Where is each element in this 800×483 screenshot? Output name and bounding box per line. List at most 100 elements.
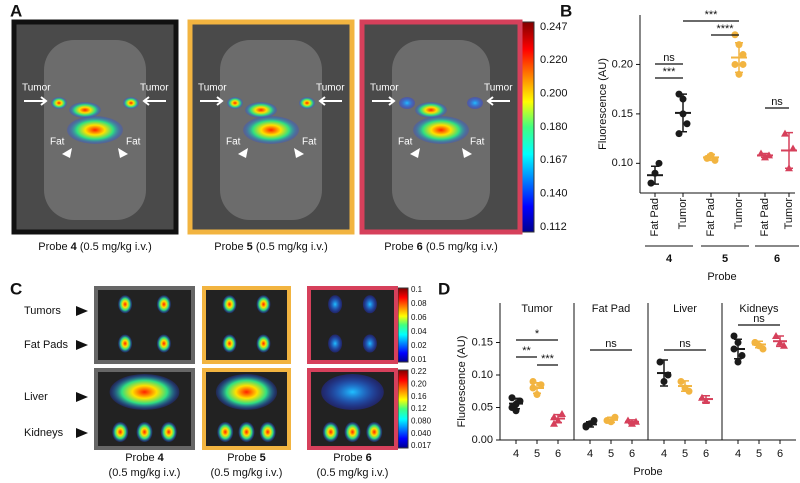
- organ: [118, 295, 133, 314]
- colorbar-tick-label: 0.200: [540, 88, 568, 100]
- panel-label: B: [560, 1, 572, 20]
- error-bar: [628, 419, 636, 425]
- image-label: Fat: [302, 137, 317, 148]
- organ: [362, 334, 377, 353]
- colorbar-tick-label: 0.01: [411, 355, 427, 364]
- colorbar-tick-label: 0.080: [411, 416, 432, 425]
- y-tick-label: 0.05: [472, 401, 493, 413]
- caption-number: 5: [260, 452, 266, 464]
- caption-text: (0.5 mg/kg i.v.): [253, 241, 328, 253]
- x-tick-label: Fat Pad: [705, 198, 717, 237]
- image-label: Tumor: [140, 83, 169, 94]
- arrowhead: [410, 148, 420, 158]
- data-point: [655, 159, 663, 167]
- error-bar: [660, 359, 668, 387]
- image-label: Fat: [226, 137, 241, 148]
- colorbar: [521, 21, 535, 233]
- error-bar: [702, 395, 710, 404]
- caption-number: 5: [247, 241, 253, 253]
- significance-label: ***: [541, 353, 555, 365]
- error-bar: [512, 397, 520, 410]
- caption: Probe 5 (0.5 mg/kg i.v.): [214, 241, 328, 253]
- y-axis-label: Fluorescence (AU): [597, 58, 609, 150]
- group-label: 5: [722, 253, 728, 265]
- organ: [215, 374, 278, 410]
- organ: [160, 422, 177, 442]
- colorbar-tick-label: 0.112: [540, 221, 567, 233]
- row-label: Kidneys: [24, 427, 64, 439]
- colorbar-tick-label: 0.140: [540, 188, 568, 200]
- colorbar: [397, 369, 409, 449]
- data-point: [582, 422, 590, 430]
- data-point: [734, 358, 742, 366]
- panel-label: D: [438, 279, 450, 298]
- organ: [156, 295, 171, 314]
- significance-label: ns: [679, 338, 691, 350]
- arrowhead: [76, 340, 88, 350]
- arrowhead: [118, 148, 128, 158]
- organ: [322, 422, 339, 442]
- significance-label: ***: [705, 9, 719, 21]
- significance-label: ***: [663, 66, 677, 78]
- y-axis-label: Fluorescence (AU): [456, 336, 468, 428]
- caption-text: Probe: [333, 452, 365, 464]
- x-tick-label: Tumor: [733, 198, 745, 230]
- arrowhead: [76, 306, 88, 316]
- colorbar-tick-label: 0.02: [411, 341, 427, 350]
- significance-label: ns: [605, 338, 617, 350]
- organ: [344, 422, 361, 442]
- image-frame: [307, 286, 398, 364]
- x-tick-label: 4: [661, 448, 667, 460]
- colorbar-tick-label: 0.06: [411, 313, 427, 322]
- caption: (0.5 mg/kg i.v.): [211, 467, 283, 479]
- error-bar: [651, 165, 659, 185]
- group-label: 6: [774, 253, 780, 265]
- caption: Probe 5: [227, 452, 266, 464]
- organ: [112, 422, 129, 442]
- caption-number: 4: [71, 241, 78, 253]
- data-point: [730, 332, 738, 340]
- colorbar-tick-label: 0.1: [411, 285, 423, 294]
- caption-number: 4: [158, 452, 165, 464]
- image-frame: [94, 286, 195, 364]
- colorbar: [397, 287, 409, 363]
- significance-label: ****: [716, 23, 734, 35]
- data-point: [739, 60, 747, 68]
- signal: [467, 97, 483, 109]
- x-tick-label: 6: [777, 448, 783, 460]
- organ: [136, 422, 153, 442]
- colorbar-tick-label: 0.017: [411, 441, 432, 450]
- significance-label: ns: [753, 313, 765, 325]
- x-tick-label: 6: [555, 448, 561, 460]
- colorbar-tick-label: 0.20: [411, 379, 427, 388]
- organ: [217, 422, 234, 442]
- data-point: [759, 345, 767, 353]
- organ: [256, 295, 271, 314]
- signal: [245, 102, 277, 118]
- organ: [328, 295, 343, 314]
- x-axis-label: Probe: [633, 466, 662, 478]
- arrowhead: [294, 148, 304, 158]
- signal: [69, 102, 101, 118]
- significance-label: ns: [771, 96, 783, 108]
- image-label: Tumor: [370, 83, 399, 94]
- panel-title: Liver: [673, 303, 697, 315]
- image-frame: [202, 286, 291, 364]
- x-tick-label: Tumor: [677, 198, 689, 230]
- x-tick-label: 5: [682, 448, 688, 460]
- caption: (0.5 mg/kg i.v.): [109, 467, 181, 479]
- colorbar-tick-label: 0.180: [540, 121, 568, 133]
- arrow: [24, 96, 48, 106]
- arrowhead: [238, 148, 248, 158]
- caption: Probe 6 (0.5 mg/kg i.v.): [384, 241, 498, 253]
- image-label: Fat: [398, 137, 413, 148]
- x-tick-label: 5: [756, 448, 762, 460]
- x-tick-label: Fat Pad: [649, 198, 661, 237]
- x-tick-label: 6: [703, 448, 709, 460]
- colorbar-tick-label: 0.040: [411, 429, 432, 438]
- caption-text: Probe: [38, 241, 70, 253]
- colorbar-tick-label: 0.167: [540, 154, 568, 166]
- error-bar: [755, 340, 763, 349]
- error-bar: [607, 416, 615, 424]
- signal: [399, 97, 415, 109]
